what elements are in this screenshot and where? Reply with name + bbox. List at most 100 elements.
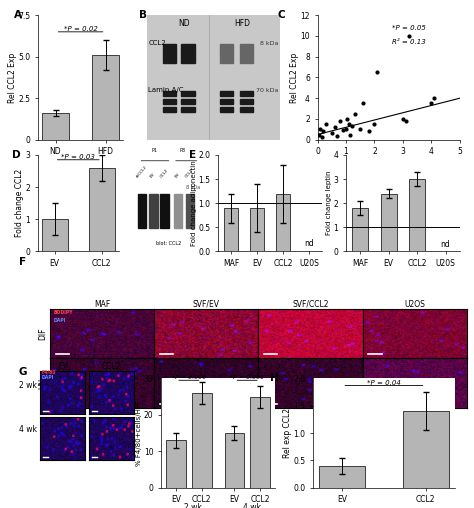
Bar	[352, 208, 368, 251]
Text: 2 wk: 2 wk	[19, 380, 37, 390]
Bar	[319, 466, 365, 488]
Text: E: E	[189, 150, 196, 160]
Text: P1: P1	[152, 148, 158, 153]
Text: nd: nd	[441, 240, 450, 248]
Text: *P = 0.006: *P = 0.006	[172, 375, 206, 380]
Bar	[403, 411, 448, 488]
Point	[430, 94, 438, 102]
Point	[428, 100, 435, 108]
Bar	[240, 91, 253, 96]
X-axis label: Rel CD11c Exp: Rel CD11c Exp	[361, 157, 417, 167]
Title: SVF/EV: SVF/EV	[193, 300, 219, 308]
Text: 2 wk: 2 wk	[183, 502, 201, 508]
Bar	[42, 113, 69, 140]
Text: 4 wk: 4 wk	[243, 502, 261, 508]
Point	[328, 130, 336, 138]
Bar	[220, 44, 233, 62]
Bar	[225, 433, 244, 488]
Bar	[381, 194, 396, 251]
Y-axis label: Fold change CCL2: Fold change CCL2	[15, 169, 24, 237]
Point	[402, 117, 410, 125]
Bar	[250, 397, 270, 488]
Text: HFD: HFD	[235, 19, 250, 28]
Point	[331, 123, 338, 132]
Bar	[42, 219, 68, 251]
Text: BODIPY: BODIPY	[54, 309, 73, 314]
Point	[345, 120, 353, 128]
Y-axis label: DIF: DIF	[38, 327, 47, 340]
Text: DAPI: DAPI	[42, 375, 54, 380]
Bar	[182, 99, 195, 104]
Bar	[89, 168, 115, 251]
Text: P8: P8	[180, 148, 186, 153]
Text: *P = 0.03: *P = 0.03	[61, 154, 95, 160]
Text: *P = 0.05: *P = 0.05	[392, 25, 425, 31]
Bar	[185, 194, 194, 228]
Y-axis label: Rel exp CCL2: Rel exp CCL2	[283, 408, 292, 458]
Title: MAF: MAF	[94, 300, 110, 308]
Bar	[149, 194, 158, 228]
Text: A: A	[14, 10, 22, 20]
Text: DAPI: DAPI	[54, 318, 66, 323]
Point	[374, 68, 381, 76]
Bar	[173, 194, 182, 228]
Bar	[182, 91, 195, 96]
Bar	[220, 91, 233, 96]
Bar	[92, 55, 119, 140]
Y-axis label: Rel CCL2 Exp: Rel CCL2 Exp	[290, 52, 299, 103]
Text: 4 wk: 4 wk	[19, 425, 37, 434]
Text: CCL2: CCL2	[184, 168, 194, 178]
Bar	[182, 107, 195, 112]
Point	[318, 133, 326, 141]
Text: H: H	[270, 373, 279, 383]
Y-axis label: % F4/80+cells/HPF: % F4/80+cells/HPF	[137, 400, 142, 466]
Text: *P = 0.02: *P = 0.02	[64, 26, 98, 32]
Text: ND: ND	[178, 19, 190, 28]
Point	[405, 32, 412, 40]
Bar	[240, 44, 253, 62]
Bar	[224, 208, 238, 251]
Text: F4/80: F4/80	[42, 370, 56, 375]
Point	[344, 115, 351, 123]
Text: blot: CCL2: blot: CCL2	[155, 241, 181, 245]
Point	[315, 131, 323, 139]
Point	[334, 132, 341, 140]
Point	[371, 120, 378, 128]
Text: Lamin A/C: Lamin A/C	[148, 87, 184, 93]
Text: CCL2: CCL2	[148, 40, 166, 46]
Text: 70 kDa: 70 kDa	[256, 88, 278, 93]
Title: U2OS: U2OS	[404, 300, 425, 308]
Point	[346, 131, 354, 139]
Bar	[276, 194, 291, 251]
Text: rhCCL2: rhCCL2	[136, 165, 148, 178]
Y-axis label: UN: UN	[38, 377, 47, 389]
Bar	[163, 91, 176, 96]
Text: 8 kDa: 8 kDa	[260, 41, 278, 46]
Bar	[166, 440, 186, 488]
Text: R² = 0.13: R² = 0.13	[392, 39, 425, 45]
Bar	[192, 393, 211, 488]
Bar	[182, 44, 195, 62]
Text: CCL2: CCL2	[159, 168, 169, 178]
Title: CCL2: CCL2	[102, 362, 121, 371]
Bar	[163, 99, 176, 104]
Text: *P = 0.001: *P = 0.001	[230, 375, 264, 380]
Bar	[240, 107, 253, 112]
Y-axis label: Rel CCL2 Exp: Rel CCL2 Exp	[8, 52, 17, 103]
Text: EV: EV	[174, 172, 181, 178]
Bar	[409, 179, 425, 251]
Y-axis label: Fold change adiponectin: Fold change adiponectin	[191, 161, 197, 246]
Bar	[220, 107, 233, 112]
Bar	[220, 99, 233, 104]
Bar	[163, 44, 176, 62]
Bar	[240, 99, 253, 104]
Y-axis label: Fold change leptin: Fold change leptin	[326, 171, 332, 235]
Point	[399, 115, 407, 123]
Text: F: F	[19, 257, 26, 267]
Point	[356, 125, 364, 134]
Title: SVF/CCL2: SVF/CCL2	[292, 300, 329, 308]
Point	[319, 128, 327, 136]
Text: C: C	[278, 10, 285, 20]
Bar	[250, 208, 264, 251]
Point	[342, 125, 350, 134]
